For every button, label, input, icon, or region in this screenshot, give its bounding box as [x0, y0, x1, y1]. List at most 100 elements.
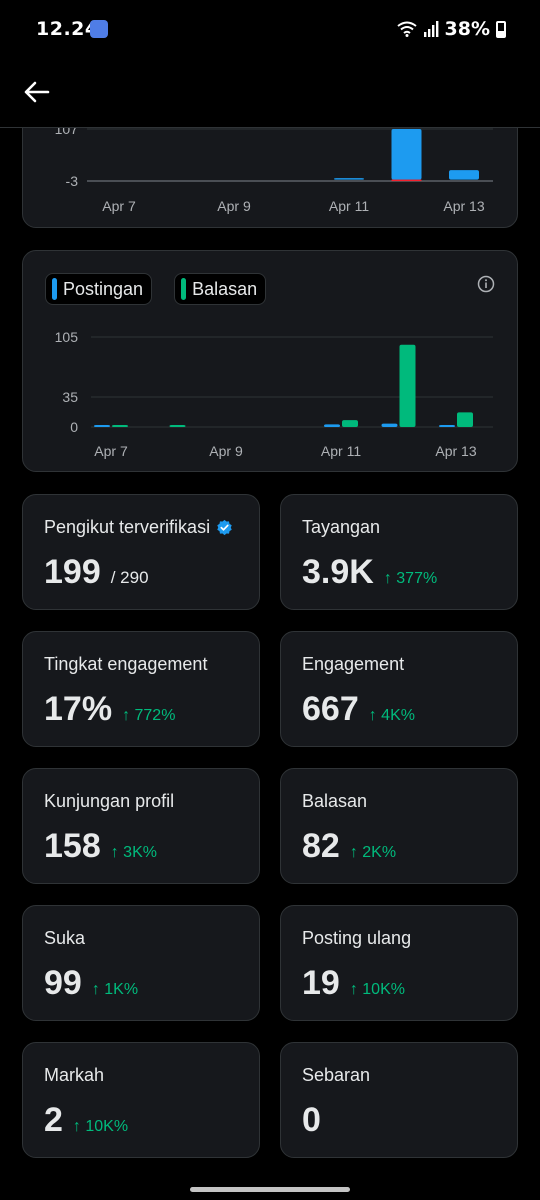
stat-value-row: 199 / 290: [44, 553, 149, 592]
stat-label-text: Suka: [44, 928, 86, 948]
stat-value-row: 0: [302, 1101, 321, 1140]
stat-label-text: Engagement: [302, 654, 405, 674]
stat-card-balasan[interactable]: Balasan 82 ↑ 2K%: [280, 768, 518, 884]
x-tick-label: Apr 9: [209, 443, 243, 459]
chart-legend: Postingan Balasan: [45, 273, 267, 305]
stat-label: Balasan: [302, 791, 367, 812]
stat-value-row: 667 ↑ 4K%: [302, 690, 415, 729]
stat-change: ↑ 10K%: [349, 981, 405, 998]
x-tick-label: Apr 7: [94, 443, 128, 459]
stat-label: Engagement: [302, 654, 404, 675]
bar-apr-12[interactable]: [391, 129, 422, 180]
info-icon[interactable]: [477, 275, 495, 293]
stat-card-suka[interactable]: Suka 99 ↑ 1K%: [22, 905, 260, 1021]
x-tick-label: Apr 7: [102, 198, 136, 214]
balasan-bar-apr-12[interactable]: [399, 344, 416, 427]
postingan-bar-apr-11[interactable]: [324, 424, 340, 427]
legend-label: Balasan: [192, 278, 258, 299]
negative-bar-apr-12[interactable]: [391, 179, 422, 182]
legend-swatch-green: [181, 278, 187, 300]
stat-change: ↑ 772%: [122, 707, 176, 724]
status-indicators: 38%: [396, 18, 506, 40]
home-indicator: [190, 1187, 350, 1192]
stat-label-text: Markah: [44, 1065, 105, 1085]
battery-percentage: 38%: [444, 18, 490, 40]
stat-label-text: Pengikut terverifikasi: [44, 517, 211, 537]
x-tick-label: Apr 13: [435, 443, 476, 459]
stat-change: ↑ 10K%: [72, 1118, 129, 1135]
stat-value: 199: [44, 553, 101, 591]
stat-card-engagement[interactable]: Engagement 667 ↑ 4K%: [280, 631, 518, 747]
legend-item-postingan[interactable]: Postingan: [45, 273, 153, 305]
stat-card-tingkat-engagement[interactable]: Tingkat engagement 17% ↑ 772%: [22, 631, 260, 747]
balasan-bar-apr-7[interactable]: [112, 425, 128, 427]
stat-value: 0: [302, 1101, 321, 1139]
stat-card-tayangan[interactable]: Tayangan 3.9K ↑ 377%: [280, 494, 518, 610]
stat-value-row: 2 ↑ 10K%: [44, 1101, 128, 1140]
y-tick-label: 0: [70, 419, 78, 435]
stat-label: Posting ulang: [302, 928, 411, 949]
stat-label-text: Balasan: [302, 791, 368, 811]
stat-value-row: 99 ↑ 1K%: [44, 964, 138, 1003]
stat-value-row: 158 ↑ 3K%: [44, 827, 157, 866]
app-header: [0, 60, 540, 128]
y-tick-label: 35: [62, 389, 78, 405]
notification-app-icon: [90, 20, 108, 38]
stat-change: ↑ 377%: [383, 570, 438, 587]
posts-replies-chart-card: Postingan Balasan 105 35 0 Apr 7 Apr 9 Apr 11…: [22, 250, 518, 472]
postingan-bar-apr-13[interactable]: [439, 425, 455, 427]
stat-value-row: 82 ↑ 2K%: [302, 827, 396, 866]
stat-label: Markah: [44, 1065, 104, 1086]
stat-change: ↑ 4K%: [368, 707, 415, 724]
postingan-bar-apr-7[interactable]: [94, 425, 110, 427]
stat-card-pengikut-terverifikasi[interactable]: Pengikut terverifikasi 199 / 290: [22, 494, 260, 610]
stat-label: Pengikut terverifikasi: [44, 517, 233, 538]
back-button[interactable]: [18, 72, 58, 112]
stat-value: 99: [44, 964, 82, 1002]
stat-label-text: Tayangan: [302, 517, 381, 537]
wifi-icon: [396, 21, 417, 37]
stat-value: 667: [302, 690, 359, 728]
stat-label-text: Tingkat engagement: [44, 654, 208, 674]
signal-icon: [423, 21, 438, 37]
stat-label: Sebaran: [302, 1065, 370, 1086]
stat-card-kunjungan-profil[interactable]: Kunjungan profil 158 ↑ 3K%: [22, 768, 260, 884]
legend-swatch-blue: [52, 278, 57, 300]
balasan-bar-apr-8[interactable]: [169, 425, 186, 427]
status-time: 12.24: [36, 18, 99, 40]
stat-change: ↑ 1K%: [91, 981, 139, 998]
x-tick-label: Apr 9: [217, 198, 251, 214]
stat-total: / 290: [110, 568, 149, 587]
x-tick-label: Apr 11: [321, 443, 361, 459]
arrow-left-icon: [24, 81, 50, 103]
verified-badge-icon: [217, 519, 232, 536]
legend-item-balasan[interactable]: Balasan: [174, 273, 267, 305]
x-tick-label: Apr 13: [443, 198, 484, 214]
bar-apr-11[interactable]: [334, 178, 364, 180]
stat-value: 158: [44, 827, 101, 865]
stat-label-text: Posting ulang: [302, 928, 412, 948]
bar-apr-13[interactable]: [449, 170, 479, 180]
stat-label: Tingkat engagement: [44, 654, 207, 675]
stat-value: 3.9K: [302, 553, 374, 591]
stat-label: Suka: [44, 928, 85, 949]
stat-value-row: 17% ↑ 772%: [44, 690, 175, 729]
stat-value: 17%: [44, 690, 113, 728]
balasan-bar-apr-13[interactable]: [457, 412, 473, 427]
stat-change: ↑ 3K%: [110, 844, 157, 861]
x-tick-label: Apr 11: [329, 198, 369, 214]
stat-label-text: Sebaran: [302, 1065, 371, 1085]
stat-label: Kunjungan profil: [44, 791, 174, 812]
stat-label: Tayangan: [302, 517, 380, 538]
stat-card-posting-ulang[interactable]: Posting ulang 19 ↑ 10K%: [280, 905, 518, 1021]
stat-card-sebaran[interactable]: Sebaran 0: [280, 1042, 518, 1158]
stat-card-markah[interactable]: Markah 2 ↑ 10K%: [22, 1042, 260, 1158]
balasan-bar-apr-11[interactable]: [342, 420, 358, 427]
stat-value: 82: [302, 827, 340, 865]
stat-value-row: 3.9K ↑ 377%: [302, 553, 437, 592]
battery-icon: [496, 20, 506, 38]
stat-change: ↑ 2K%: [349, 844, 397, 861]
status-bar: 12.24 38%: [0, 0, 540, 60]
postingan-bar-apr-12[interactable]: [381, 423, 398, 427]
